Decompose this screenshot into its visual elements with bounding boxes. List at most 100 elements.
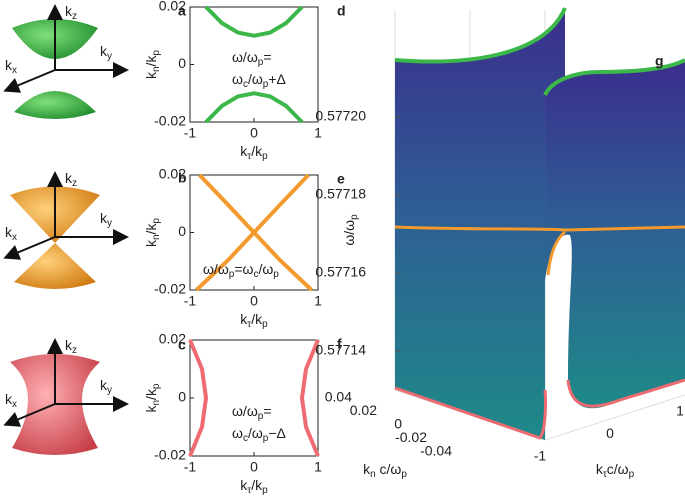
x-axis-label-part: k — [240, 143, 248, 159]
annotation-part: p — [263, 433, 269, 444]
y-axis-label-part: n — [151, 234, 162, 240]
panel-label: d — [337, 3, 346, 19]
axis-label-part: x — [12, 399, 17, 410]
annotation-part: ω/ω — [232, 403, 258, 419]
panel-label: c — [178, 337, 186, 353]
x-tick-label: 0 — [250, 125, 258, 141]
panel-label: b — [178, 170, 187, 186]
axis-label-part: k — [65, 337, 73, 353]
curve — [299, 339, 320, 457]
axis-label-part: k — [100, 210, 108, 226]
ktau-axis-label: kτc/ωp — [596, 461, 635, 480]
x-tick-label: 1 — [314, 293, 322, 309]
axis-label: kx — [5, 391, 17, 410]
axis-label-part: y — [107, 51, 112, 62]
y-axis-label-part: k — [143, 405, 159, 413]
ktau-tick-label: 1 — [676, 403, 684, 419]
y-axis-label-part: n — [151, 400, 162, 406]
annotation-part: c — [253, 269, 258, 280]
x-axis-label: kτ/kp — [240, 477, 268, 496]
curve — [204, 5, 304, 38]
x-axis-label-part: k — [240, 477, 248, 493]
x-tick-label: 0 — [250, 293, 258, 309]
x-axis-label-part: p — [262, 319, 268, 330]
y-axis-label-part: k — [143, 71, 159, 79]
axis-label-part: k — [100, 377, 108, 393]
annotation-part: ω — [232, 425, 243, 441]
axis-label: kx — [5, 57, 17, 76]
axis-label-part: z — [72, 178, 77, 189]
axis-label-part: x — [12, 65, 17, 76]
y-tick-label: 0.02 — [159, 0, 186, 14]
x-axis-label-part: p — [262, 485, 268, 496]
y-tick-label: 0 — [178, 223, 186, 239]
z-tick-label: 0.57714 — [315, 342, 366, 358]
x-axis-label-part: τ — [247, 151, 251, 162]
ktau-tick-label: 0 — [606, 425, 614, 441]
axis-label-part: z — [72, 345, 77, 356]
y-axis-label-part: p — [151, 383, 162, 389]
x-axis-label-part: /k — [251, 477, 263, 493]
annotation-part: p — [258, 411, 264, 422]
surface — [394, 7, 685, 441]
annotation: ω/ωp=ωc/ωp — [203, 261, 279, 280]
kn-tick-label: 0 — [394, 416, 402, 432]
kn-axis-label-part: p — [401, 469, 407, 480]
axis-label-part: y — [107, 385, 112, 396]
curve — [188, 339, 209, 457]
kn-axis-label-part: n — [370, 469, 376, 480]
annotation: ωc/ωp+Δ — [232, 71, 286, 90]
x-tick-label: 1 — [314, 459, 322, 475]
axis-label-part: x — [12, 232, 17, 243]
x-tick-label: 0 — [250, 459, 258, 475]
panel-label: e — [337, 171, 345, 187]
kn-axis-label: kn c/ωp — [363, 461, 407, 480]
ktau-axis-label-part: p — [629, 469, 635, 480]
x-tick-label: -1 — [184, 293, 197, 309]
annotation-part: /ω — [248, 71, 263, 87]
x-axis-label: kτ/kp — [240, 311, 268, 330]
ktau-axis-label-part: τ — [603, 469, 607, 480]
y-axis-label: kn/kp — [143, 50, 162, 79]
y-axis-label-part: p — [151, 50, 162, 56]
y-axis-label-part: n — [151, 66, 162, 72]
x-tick-label: 1 — [314, 125, 322, 141]
x-axis-label: kτ/kp — [240, 143, 268, 162]
z-tick-label: 0.57720 — [315, 108, 366, 124]
x-axis-label-part: τ — [247, 319, 251, 330]
y-axis-label-part: /k — [143, 55, 159, 67]
kn-tick-label: 0.02 — [350, 402, 377, 418]
axis-label-part: k — [65, 3, 73, 19]
y-axis-label-part: /k — [143, 388, 159, 400]
y-tick-label: -0.02 — [154, 281, 186, 297]
ktau-axis-label-part: k — [596, 461, 604, 477]
annotation-part: /ω — [258, 261, 273, 277]
x-axis-label-part: /k — [251, 143, 263, 159]
axis-label: kz — [65, 3, 77, 22]
y-tick-label: 0.02 — [159, 166, 186, 182]
curve — [204, 91, 304, 124]
annotation-part: c — [243, 433, 248, 444]
y-tick-label: -0.02 — [154, 113, 186, 129]
annotation-part: p — [258, 57, 264, 68]
z-axis-label: ω/ωp — [341, 214, 360, 246]
y-axis-label: kn/kp — [143, 383, 162, 412]
axis-label: kz — [65, 170, 77, 189]
annotation-part: c — [243, 79, 248, 90]
x-axis-label-part: k — [240, 311, 248, 327]
y-axis-label-part: p — [151, 218, 162, 224]
y-tick-label: 0.02 — [159, 331, 186, 347]
kn-tick-label: -0.04 — [420, 443, 452, 459]
annotation-part: = — [263, 49, 271, 65]
axis-arrow — [3, 69, 56, 93]
axis-label-part: z — [72, 11, 77, 22]
axis-label-part: k — [5, 57, 13, 73]
axis-label-part: k — [100, 43, 108, 59]
axis-label-part: k — [5, 391, 13, 407]
axis-label: ky — [100, 377, 112, 396]
kn-axis-label-part: k — [363, 461, 371, 477]
x-tick-label: -1 — [184, 459, 197, 475]
annotation-part: p — [273, 269, 279, 280]
axis-label-part: k — [65, 170, 73, 186]
